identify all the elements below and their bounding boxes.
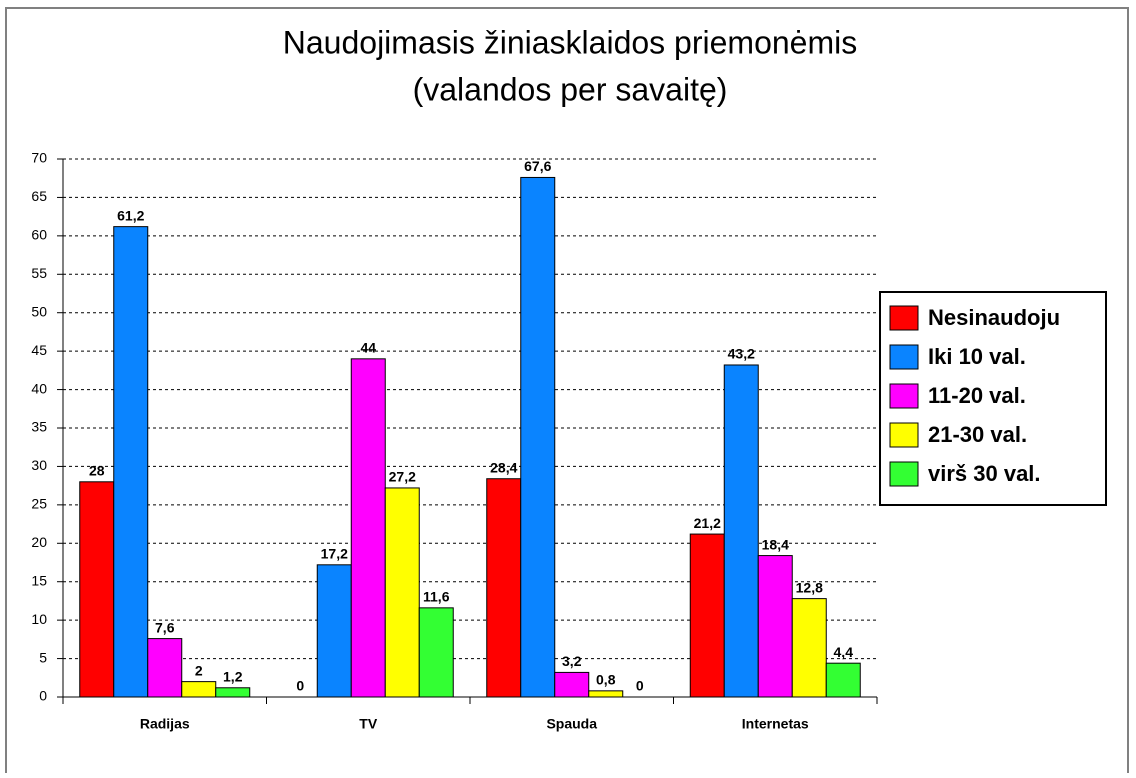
legend-swatch xyxy=(889,461,919,487)
y-tick-label: 55 xyxy=(31,265,47,281)
legend-label: virš 30 val. xyxy=(928,461,1041,486)
y-tick-label: 35 xyxy=(31,419,47,435)
legend-label: 21-30 val. xyxy=(928,422,1027,447)
bar xyxy=(316,564,352,698)
bar xyxy=(520,176,556,698)
bar xyxy=(825,662,861,698)
bar xyxy=(147,638,183,698)
y-tick-label: 10 xyxy=(31,611,47,627)
value-label: 11,6 xyxy=(423,589,450,605)
value-label: 12,8 xyxy=(796,579,823,595)
value-label: 17,2 xyxy=(321,546,348,562)
y-tick-label: 50 xyxy=(31,303,47,319)
chart-subtitle: (valandos per savaitę) xyxy=(413,71,728,107)
value-label: 21,2 xyxy=(694,515,721,531)
value-label: 0 xyxy=(296,678,304,694)
value-label: 0,8 xyxy=(596,672,616,688)
bar xyxy=(791,598,827,698)
legend-label: Nesinaudoju xyxy=(928,305,1060,330)
value-label: 0 xyxy=(636,678,644,694)
bar xyxy=(79,481,115,698)
y-tick-label: 70 xyxy=(31,150,47,166)
y-tick-label: 30 xyxy=(31,457,47,473)
bar xyxy=(418,607,454,698)
value-label: 43,2 xyxy=(728,346,755,362)
y-tick-label: 0 xyxy=(39,688,47,704)
y-tick-label: 15 xyxy=(31,572,47,588)
value-label: 67,6 xyxy=(524,158,551,174)
bar xyxy=(181,681,217,698)
legend-swatch xyxy=(889,305,919,331)
bar xyxy=(757,555,793,698)
value-label: 28 xyxy=(89,463,105,479)
value-label: 4,4 xyxy=(834,644,854,660)
bar xyxy=(215,687,251,698)
legend-label: 11-20 val. xyxy=(928,383,1026,408)
bar xyxy=(384,487,420,698)
legend-swatch xyxy=(889,383,919,409)
y-tick-label: 40 xyxy=(31,380,47,396)
bar xyxy=(689,533,725,698)
x-tick-label: Radijas xyxy=(140,716,190,732)
bar xyxy=(113,226,149,698)
bar xyxy=(588,690,624,698)
value-label: 44 xyxy=(360,340,376,356)
value-label: 3,2 xyxy=(562,653,582,669)
value-label: 1,2 xyxy=(223,668,243,684)
legend-label: Iki 10 val. xyxy=(928,344,1026,369)
y-tick-label: 65 xyxy=(31,188,47,204)
x-tick-label: TV xyxy=(359,716,378,732)
bar xyxy=(486,478,522,698)
legend-swatch xyxy=(889,344,919,370)
y-tick-label: 20 xyxy=(31,534,47,550)
bar xyxy=(723,364,759,698)
value-label: 2 xyxy=(195,662,203,678)
x-tick-label: Internetas xyxy=(742,716,809,732)
chart-title: Naudojimasis žiniasklaidos priemonėmis xyxy=(283,24,857,60)
y-tick-label: 60 xyxy=(31,227,47,243)
legend-swatch xyxy=(889,422,919,448)
y-tick-label: 45 xyxy=(31,342,47,358)
value-label: 28,4 xyxy=(490,459,517,475)
value-label: 61,2 xyxy=(117,207,144,223)
y-tick-label: 25 xyxy=(31,496,47,512)
value-label: 27,2 xyxy=(389,469,416,485)
value-label: 7,6 xyxy=(155,619,175,635)
bar xyxy=(350,358,386,698)
bar xyxy=(554,671,590,698)
value-label: 18,4 xyxy=(762,536,789,552)
x-tick-label: Spauda xyxy=(546,716,597,732)
y-tick-label: 5 xyxy=(39,649,47,665)
